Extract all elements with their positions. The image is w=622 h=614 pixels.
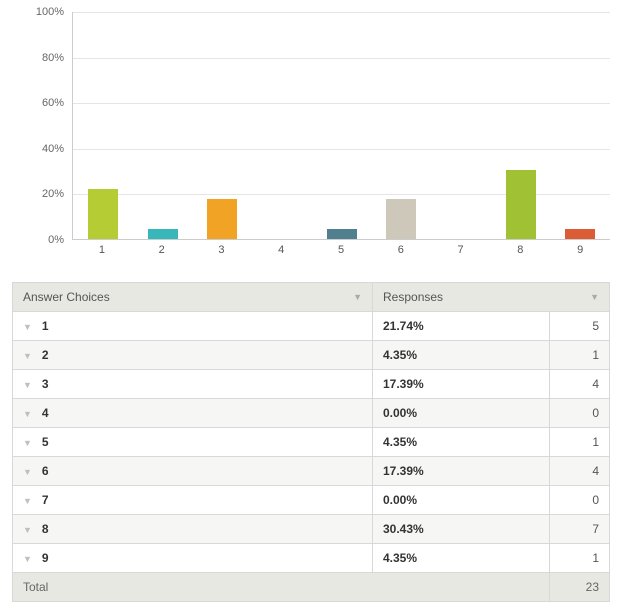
header-responses[interactable]: Responses ▼ — [373, 283, 610, 312]
expand-icon[interactable]: ▼ — [23, 496, 32, 506]
response-percent: 30.43% — [383, 522, 424, 536]
choice-label: 3 — [42, 377, 49, 391]
total-label: Total — [23, 580, 48, 594]
y-axis: 0%20%40%60%80%100% — [12, 12, 72, 240]
bar[interactable] — [88, 189, 118, 239]
bar[interactable] — [327, 229, 357, 239]
x-axis-label: 1 — [72, 244, 132, 256]
response-count: 4 — [592, 464, 599, 478]
header-responses-label: Responses — [383, 290, 443, 304]
table-row: ▼ 9 4.35% 1 — [13, 544, 610, 573]
table-row: ▼ 4 0.00% 0 — [13, 399, 610, 428]
response-count: 5 — [592, 319, 599, 333]
choice-label: 4 — [42, 406, 49, 420]
bar[interactable] — [386, 199, 416, 239]
x-axis-label: 9 — [550, 244, 610, 256]
y-axis-label: 40% — [14, 143, 64, 155]
choice-label: 9 — [42, 551, 49, 565]
bar[interactable] — [207, 199, 237, 239]
table-row: ▼ 7 0.00% 0 — [13, 486, 610, 515]
bar-slot — [252, 12, 312, 239]
table-row: ▼ 2 4.35% 1 — [13, 341, 610, 370]
bar[interactable] — [506, 170, 536, 239]
response-count: 1 — [592, 435, 599, 449]
y-axis-label: 60% — [14, 97, 64, 109]
table-row: ▼ 5 4.35% 1 — [13, 428, 610, 457]
response-percent: 21.74% — [383, 319, 424, 333]
results-table: Answer Choices ▼ Responses ▼ ▼ 1 21.74% 5 ▼ 2… — [12, 282, 610, 602]
x-axis-label: 7 — [431, 244, 491, 256]
chart: 0%20%40%60%80%100% 123456789 — [12, 12, 610, 264]
x-axis-label: 8 — [490, 244, 550, 256]
header-answer-choices[interactable]: Answer Choices ▼ — [13, 283, 373, 312]
choice-label: 5 — [42, 435, 49, 449]
y-axis-label: 0% — [14, 234, 64, 246]
table-row: ▼ 8 30.43% 7 — [13, 515, 610, 544]
bar-slot — [312, 12, 372, 239]
chart-plot — [72, 12, 610, 240]
choice-label: 1 — [42, 319, 49, 333]
bar-slot — [491, 12, 551, 239]
bar-slot — [133, 12, 193, 239]
bar-slot — [73, 12, 133, 239]
bar-slot — [371, 12, 431, 239]
expand-icon[interactable]: ▼ — [23, 438, 32, 448]
bar[interactable] — [148, 229, 178, 239]
x-axis-label: 5 — [311, 244, 371, 256]
x-axis-label: 6 — [371, 244, 431, 256]
x-axis-label: 2 — [132, 244, 192, 256]
sort-icon[interactable]: ▼ — [353, 292, 362, 302]
response-percent: 17.39% — [383, 464, 424, 478]
response-percent: 17.39% — [383, 377, 424, 391]
response-percent: 4.35% — [383, 435, 417, 449]
total-row: Total 23 — [13, 573, 610, 602]
expand-icon[interactable]: ▼ — [23, 351, 32, 361]
expand-icon[interactable]: ▼ — [23, 525, 32, 535]
y-axis-label: 20% — [14, 188, 64, 200]
expand-icon[interactable]: ▼ — [23, 467, 32, 477]
expand-icon[interactable]: ▼ — [23, 409, 32, 419]
bar-slot — [192, 12, 252, 239]
response-count: 4 — [592, 377, 599, 391]
table-row: ▼ 1 21.74% 5 — [13, 312, 610, 341]
header-answer-label: Answer Choices — [23, 290, 110, 304]
total-count: 23 — [586, 580, 599, 594]
bar[interactable] — [565, 229, 595, 239]
bar-slot — [550, 12, 610, 239]
response-percent: 4.35% — [383, 551, 417, 565]
expand-icon[interactable]: ▼ — [23, 380, 32, 390]
choice-label: 8 — [42, 522, 49, 536]
response-percent: 4.35% — [383, 348, 417, 362]
x-axis-label: 3 — [192, 244, 252, 256]
choice-label: 7 — [42, 493, 49, 507]
response-count: 1 — [592, 551, 599, 565]
y-axis-label: 100% — [14, 6, 64, 18]
table-row: ▼ 6 17.39% 4 — [13, 457, 610, 486]
x-axis-label: 4 — [251, 244, 311, 256]
x-axis: 123456789 — [72, 244, 610, 256]
choice-label: 2 — [42, 348, 49, 362]
response-count: 0 — [592, 406, 599, 420]
bar-slot — [431, 12, 491, 239]
chart-bars — [73, 12, 610, 239]
response-count: 7 — [592, 522, 599, 536]
choice-label: 6 — [42, 464, 49, 478]
sort-icon[interactable]: ▼ — [590, 292, 599, 302]
y-axis-label: 80% — [14, 52, 64, 64]
expand-icon[interactable]: ▼ — [23, 322, 32, 332]
response-count: 0 — [592, 493, 599, 507]
response-count: 1 — [592, 348, 599, 362]
response-percent: 0.00% — [383, 493, 417, 507]
expand-icon[interactable]: ▼ — [23, 554, 32, 564]
response-percent: 0.00% — [383, 406, 417, 420]
table-row: ▼ 3 17.39% 4 — [13, 370, 610, 399]
